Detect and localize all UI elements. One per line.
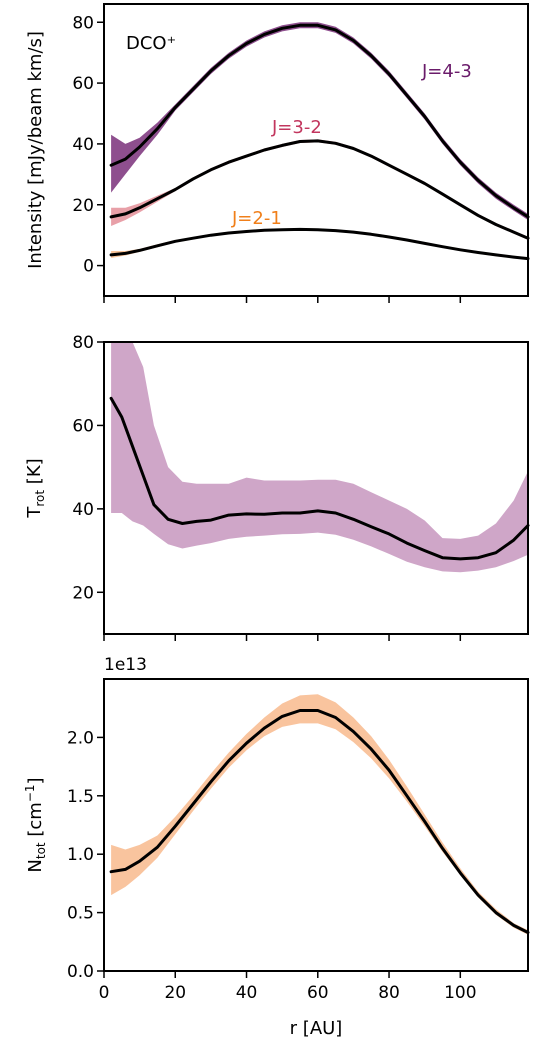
trot-uncertainty-band-0 <box>111 342 528 573</box>
ntot-xtick-label-4: 80 <box>378 983 400 1003</box>
intensity-ytick-label-4: 80 <box>72 13 94 33</box>
intensity-ylabel: Intensity [mJy/beam km/s] <box>25 31 46 269</box>
ntot-offset-text: 1e13 <box>104 655 147 675</box>
ntot-xtick-label-1: 20 <box>164 983 186 1003</box>
intensity-ytick-label-3: 60 <box>72 74 94 94</box>
intensity-uncertainty-band-2 <box>111 228 528 260</box>
ntot-xtick-label-2: 40 <box>236 983 258 1003</box>
intensity-ytick-label-0: 0 <box>83 257 94 277</box>
ntot-xtick-label-3: 60 <box>307 983 329 1003</box>
ntot-ytick-label-3: 1.5 <box>67 787 94 807</box>
ntot-ylabel: Ntot [cm−1] <box>23 777 48 872</box>
ntot-ytick-label-4: 2.0 <box>67 728 94 748</box>
trot-ytick-label-2: 60 <box>72 416 94 436</box>
intensity-series-line-0 <box>109 23 530 219</box>
intensity-panel-frame <box>103 3 529 297</box>
intensity-series-line-2 <box>109 227 530 261</box>
ntot-xlabel: r [AU] <box>290 1018 343 1039</box>
intensity-series-line-1 <box>109 139 530 240</box>
species-annotation: DCO⁺ <box>126 33 176 54</box>
ntot-series-line-0 <box>109 709 530 934</box>
intensity-ytick-label-2: 40 <box>72 135 94 155</box>
series-label-j43: J=4-3 <box>421 61 472 82</box>
ntot-xtick-label-5: 100 <box>444 983 476 1003</box>
trot-ylabel: Trot [K] <box>24 458 47 518</box>
trot-ytick-label-0: 20 <box>72 583 94 603</box>
trot-series-line-0 <box>109 396 530 561</box>
ntot-ytick-label-2: 1.0 <box>67 845 94 865</box>
ntot-ytick-label-1: 0.5 <box>67 904 94 924</box>
trot-panel: 20 40 60 80 Trot [K] <box>24 333 530 641</box>
ntot-panel-frame <box>103 678 529 972</box>
trot-ytick-label-3: 80 <box>72 333 94 353</box>
ntot-panel: 0.0 0.5 1.0 1.5 2.0 0 20 40 60 80 100 1e13 Ntot [c… <box>23 655 530 1039</box>
intensity-panel: 0 20 40 60 80 DCO⁺ J=4-3 J=3-2 J=2-1 Intensi… <box>25 3 530 303</box>
intensity-ytick-label-1: 20 <box>72 196 94 216</box>
ntot-uncertainty-band-0 <box>111 694 528 935</box>
ntot-ytick-label-0: 0.0 <box>67 962 94 982</box>
trot-ytick-label-1: 40 <box>72 500 94 520</box>
trot-panel-frame <box>103 341 529 635</box>
series-label-j21: J=2-1 <box>231 208 282 229</box>
series-label-j32: J=3-2 <box>271 117 322 138</box>
ntot-xtick-label-0: 0 <box>99 983 110 1003</box>
